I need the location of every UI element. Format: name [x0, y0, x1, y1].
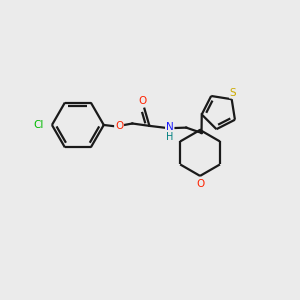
Text: Cl: Cl	[33, 120, 44, 130]
Text: H: H	[166, 132, 173, 142]
Text: S: S	[230, 88, 236, 98]
Text: N: N	[166, 122, 174, 132]
Text: O: O	[115, 121, 123, 130]
Text: O: O	[196, 179, 204, 189]
Text: O: O	[139, 96, 147, 106]
